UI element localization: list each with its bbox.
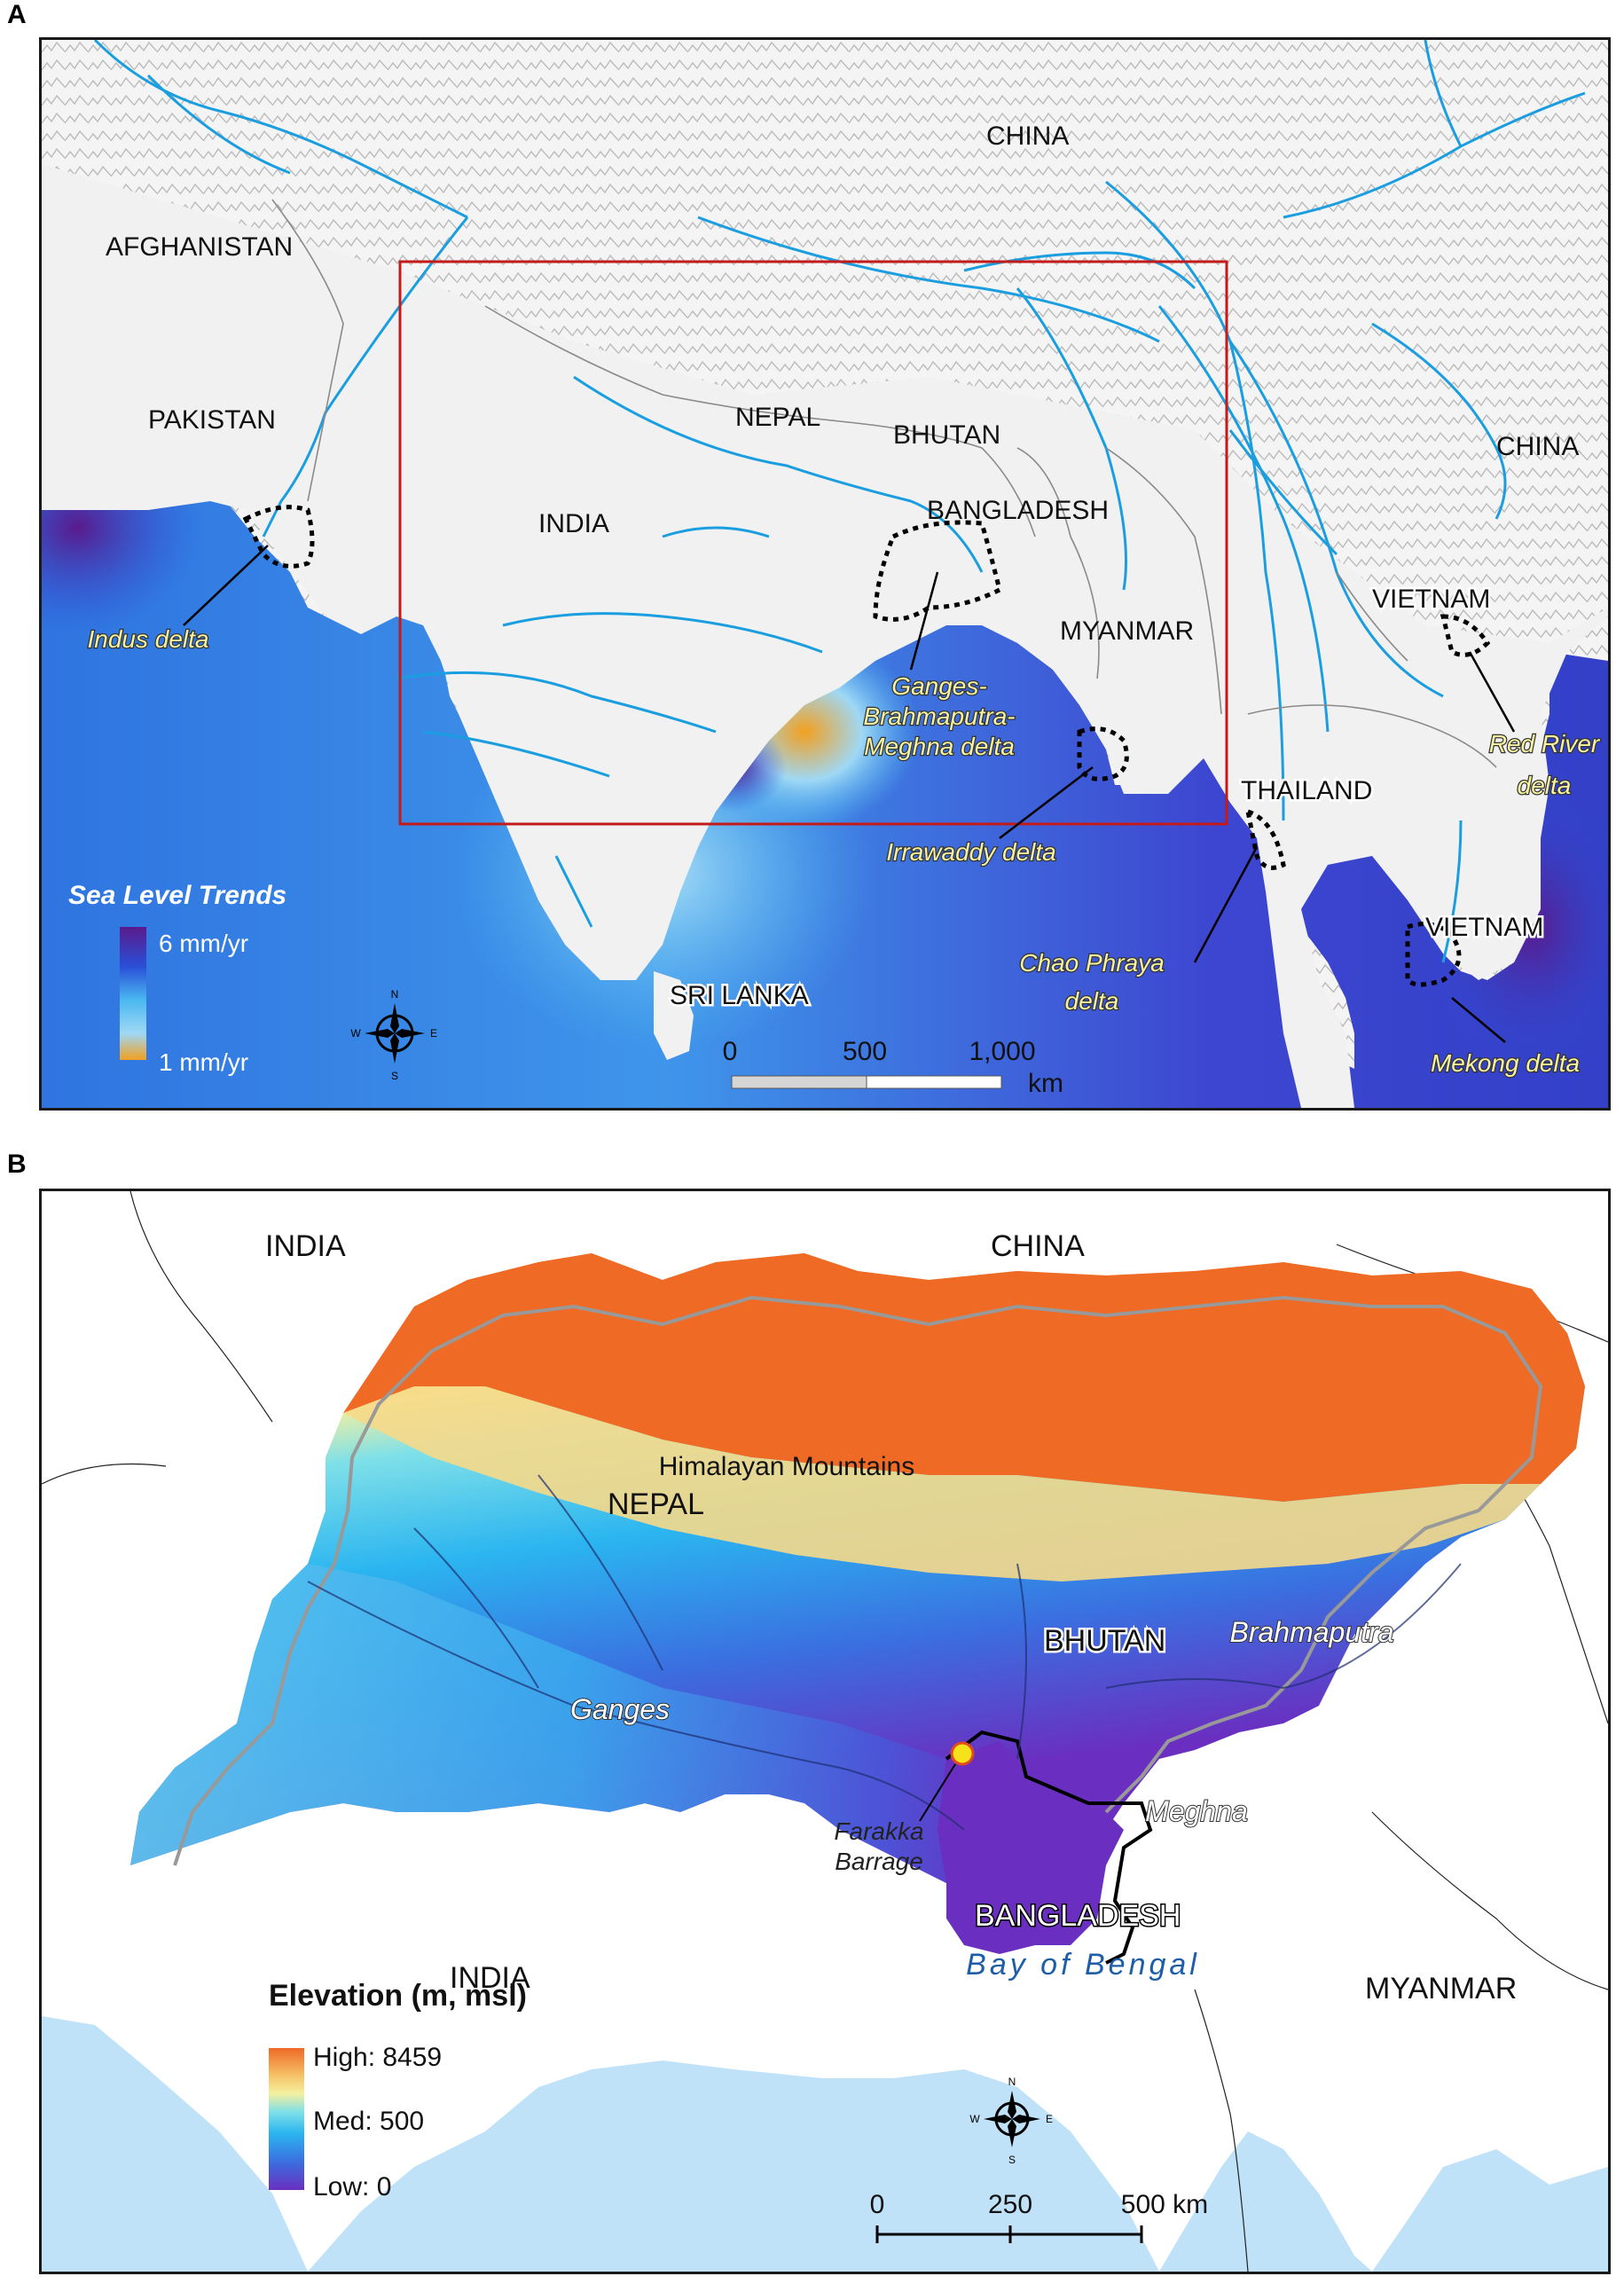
legend-colorbar (120, 927, 146, 1060)
label-chao-phraya-delta-1: Chao Phraya (1019, 949, 1164, 977)
red-river-delta-outline (1440, 614, 1491, 657)
bangladesh-border (945, 1730, 1153, 1965)
label-bay-of-bengal: Bay of Bengal (966, 1948, 1200, 1982)
label-sri-lanka: SRI LANKA (670, 981, 809, 1010)
himalaya-band (343, 1253, 1585, 1502)
elevation-high: High: 8459 (313, 2043, 442, 2072)
scale-bar-b: 0 250 500 km (870, 2190, 1208, 2243)
label-irrawaddy-delta: Irrawaddy delta (886, 838, 1055, 866)
elevation-med: Med: 500 (313, 2107, 424, 2136)
svg-text:500: 500 (843, 1037, 887, 1066)
chao-phraya-delta-outline (1244, 808, 1286, 870)
label-ganges: Ganges (570, 1693, 670, 1725)
label-chao-phraya-delta-2: delta (1065, 987, 1119, 1015)
scale-bar-a: 0 500 1,000 km (723, 1037, 1063, 1098)
label-meghna: Meghna (1145, 1795, 1248, 1827)
label-myanmar: MYANMAR (1365, 1972, 1517, 2005)
label-gbm-delta-1: Ganges- (891, 672, 986, 700)
label-farakka-2: Barrage (835, 1848, 923, 1875)
bay-of-bengal-sea (42, 2016, 1608, 2272)
label-gbm-delta-3: Meghna delta (864, 733, 1015, 760)
sri-lanka-land (654, 971, 694, 1060)
mekong-delta-outline (1405, 922, 1462, 987)
basin-boundary (173, 1295, 1543, 1866)
farakka-arrow (919, 1763, 956, 1822)
panel-b-letter: B (7, 1150, 27, 1179)
label-bangladesh: BANGLADESH (975, 1899, 1181, 1933)
label-china-north: CHINA (986, 122, 1069, 151)
svg-text:250: 250 (988, 2190, 1032, 2219)
label-india-nw: INDIA (265, 1229, 346, 1263)
svg-text:N: N (1008, 2076, 1016, 2088)
elevation-colorbar (269, 2048, 304, 2190)
label-afghanistan: AFGHANISTAN (106, 232, 293, 262)
legend-high: 6 mm/yr (159, 930, 248, 957)
svg-text:S: S (391, 1070, 398, 1082)
svg-text:E: E (1046, 2113, 1053, 2125)
panel-b-map: INDIA CHINA NEPAL BHUTAN BANGLADESH INDI… (39, 1189, 1611, 2274)
label-india-s: INDIA (450, 1961, 530, 1995)
himalaya-relief (42, 40, 1608, 643)
svg-text:500 km: 500 km (1121, 2190, 1208, 2219)
borders (271, 199, 1497, 768)
label-bangladesh: BANGLADESH (927, 496, 1109, 525)
panel-b-rivers (307, 1474, 1462, 1831)
label-gbm-delta-2: Brahmaputra- (863, 702, 1015, 730)
label-farakka-1: Farakka (834, 1817, 923, 1845)
elevation-low: Low: 0 (313, 2172, 391, 2202)
label-brahmaputra: Brahmaputra (1230, 1616, 1394, 1648)
label-bhutan: BHUTAN (893, 420, 1000, 450)
label-red-river-delta-2: delta (1518, 772, 1572, 799)
svg-text:E: E (430, 1027, 437, 1040)
compass-b: N S E W (969, 2076, 1053, 2166)
svg-text:N: N (391, 988, 399, 1001)
foothills-band (343, 1386, 1541, 1582)
svg-text:0: 0 (723, 1037, 738, 1066)
label-indus-delta: Indus delta (88, 625, 209, 653)
elevation-legend-title: Elevation (m, msl) (269, 1979, 527, 2013)
indus-delta-outline (242, 505, 315, 569)
label-china: CHINA (991, 1229, 1085, 1263)
bangladesh-lowland (938, 1741, 1124, 1954)
elevation-legend: Elevation (m, msl) High: 8459 Med: 500 L… (269, 1979, 527, 2202)
svg-text:km: km (1028, 1069, 1063, 1098)
panel-a-map: CHINA AFGHANISTAN PAKISTAN NEPAL BHUTAN … (39, 37, 1611, 1111)
compass-a: N S E W (350, 988, 437, 1082)
label-mekong-delta: Mekong delta (1431, 1049, 1580, 1077)
label-thailand: THAILAND (1241, 776, 1372, 805)
legend-title: Sea Level Trends (68, 881, 286, 910)
label-china-east: CHINA (1496, 432, 1579, 461)
svg-text:S: S (1008, 2154, 1016, 2166)
label-myanmar: MYANMAR (1060, 616, 1194, 646)
delta-outlines (242, 505, 1491, 987)
study-area-box (398, 260, 1228, 826)
gbm-delta-outline (873, 520, 1002, 622)
panel-b-svg: INDIA CHINA NEPAL BHUTAN BANGLADESH INDI… (42, 1191, 1608, 2272)
label-himalayan-mountains: Himalayan Mountains (659, 1452, 914, 1481)
svg-text:1,000: 1,000 (969, 1037, 1035, 1066)
delta-arrows (183, 545, 1516, 1043)
label-vietnam-south: VIETNAM (1425, 913, 1543, 942)
label-india: INDIA (538, 509, 609, 538)
irrawaddy-delta-outline (1077, 726, 1129, 781)
label-pakistan: PAKISTAN (148, 405, 276, 435)
svg-text:0: 0 (870, 2190, 885, 2219)
label-nepal: NEPAL (735, 403, 820, 432)
rivers (93, 40, 1586, 963)
label-bhutan: BHUTAN (1044, 1624, 1165, 1658)
farakka-marker (950, 1741, 975, 1766)
label-nepal: NEPAL (608, 1487, 704, 1521)
ganges-plain (130, 1564, 1017, 1892)
legend-low: 1 mm/yr (159, 1048, 248, 1076)
panel-a-svg: CHINA AFGHANISTAN PAKISTAN NEPAL BHUTAN … (42, 40, 1608, 1108)
label-red-river-delta-1: Red River (1489, 730, 1601, 757)
label-vietnam-north: VIETNAM (1372, 585, 1490, 614)
sea-level-legend: Sea Level Trends 6 mm/yr 1 mm/yr (68, 881, 286, 1076)
panel-a-letter: A (7, 0, 27, 29)
svg-text:W: W (969, 2113, 980, 2125)
svg-text:W: W (350, 1027, 361, 1040)
